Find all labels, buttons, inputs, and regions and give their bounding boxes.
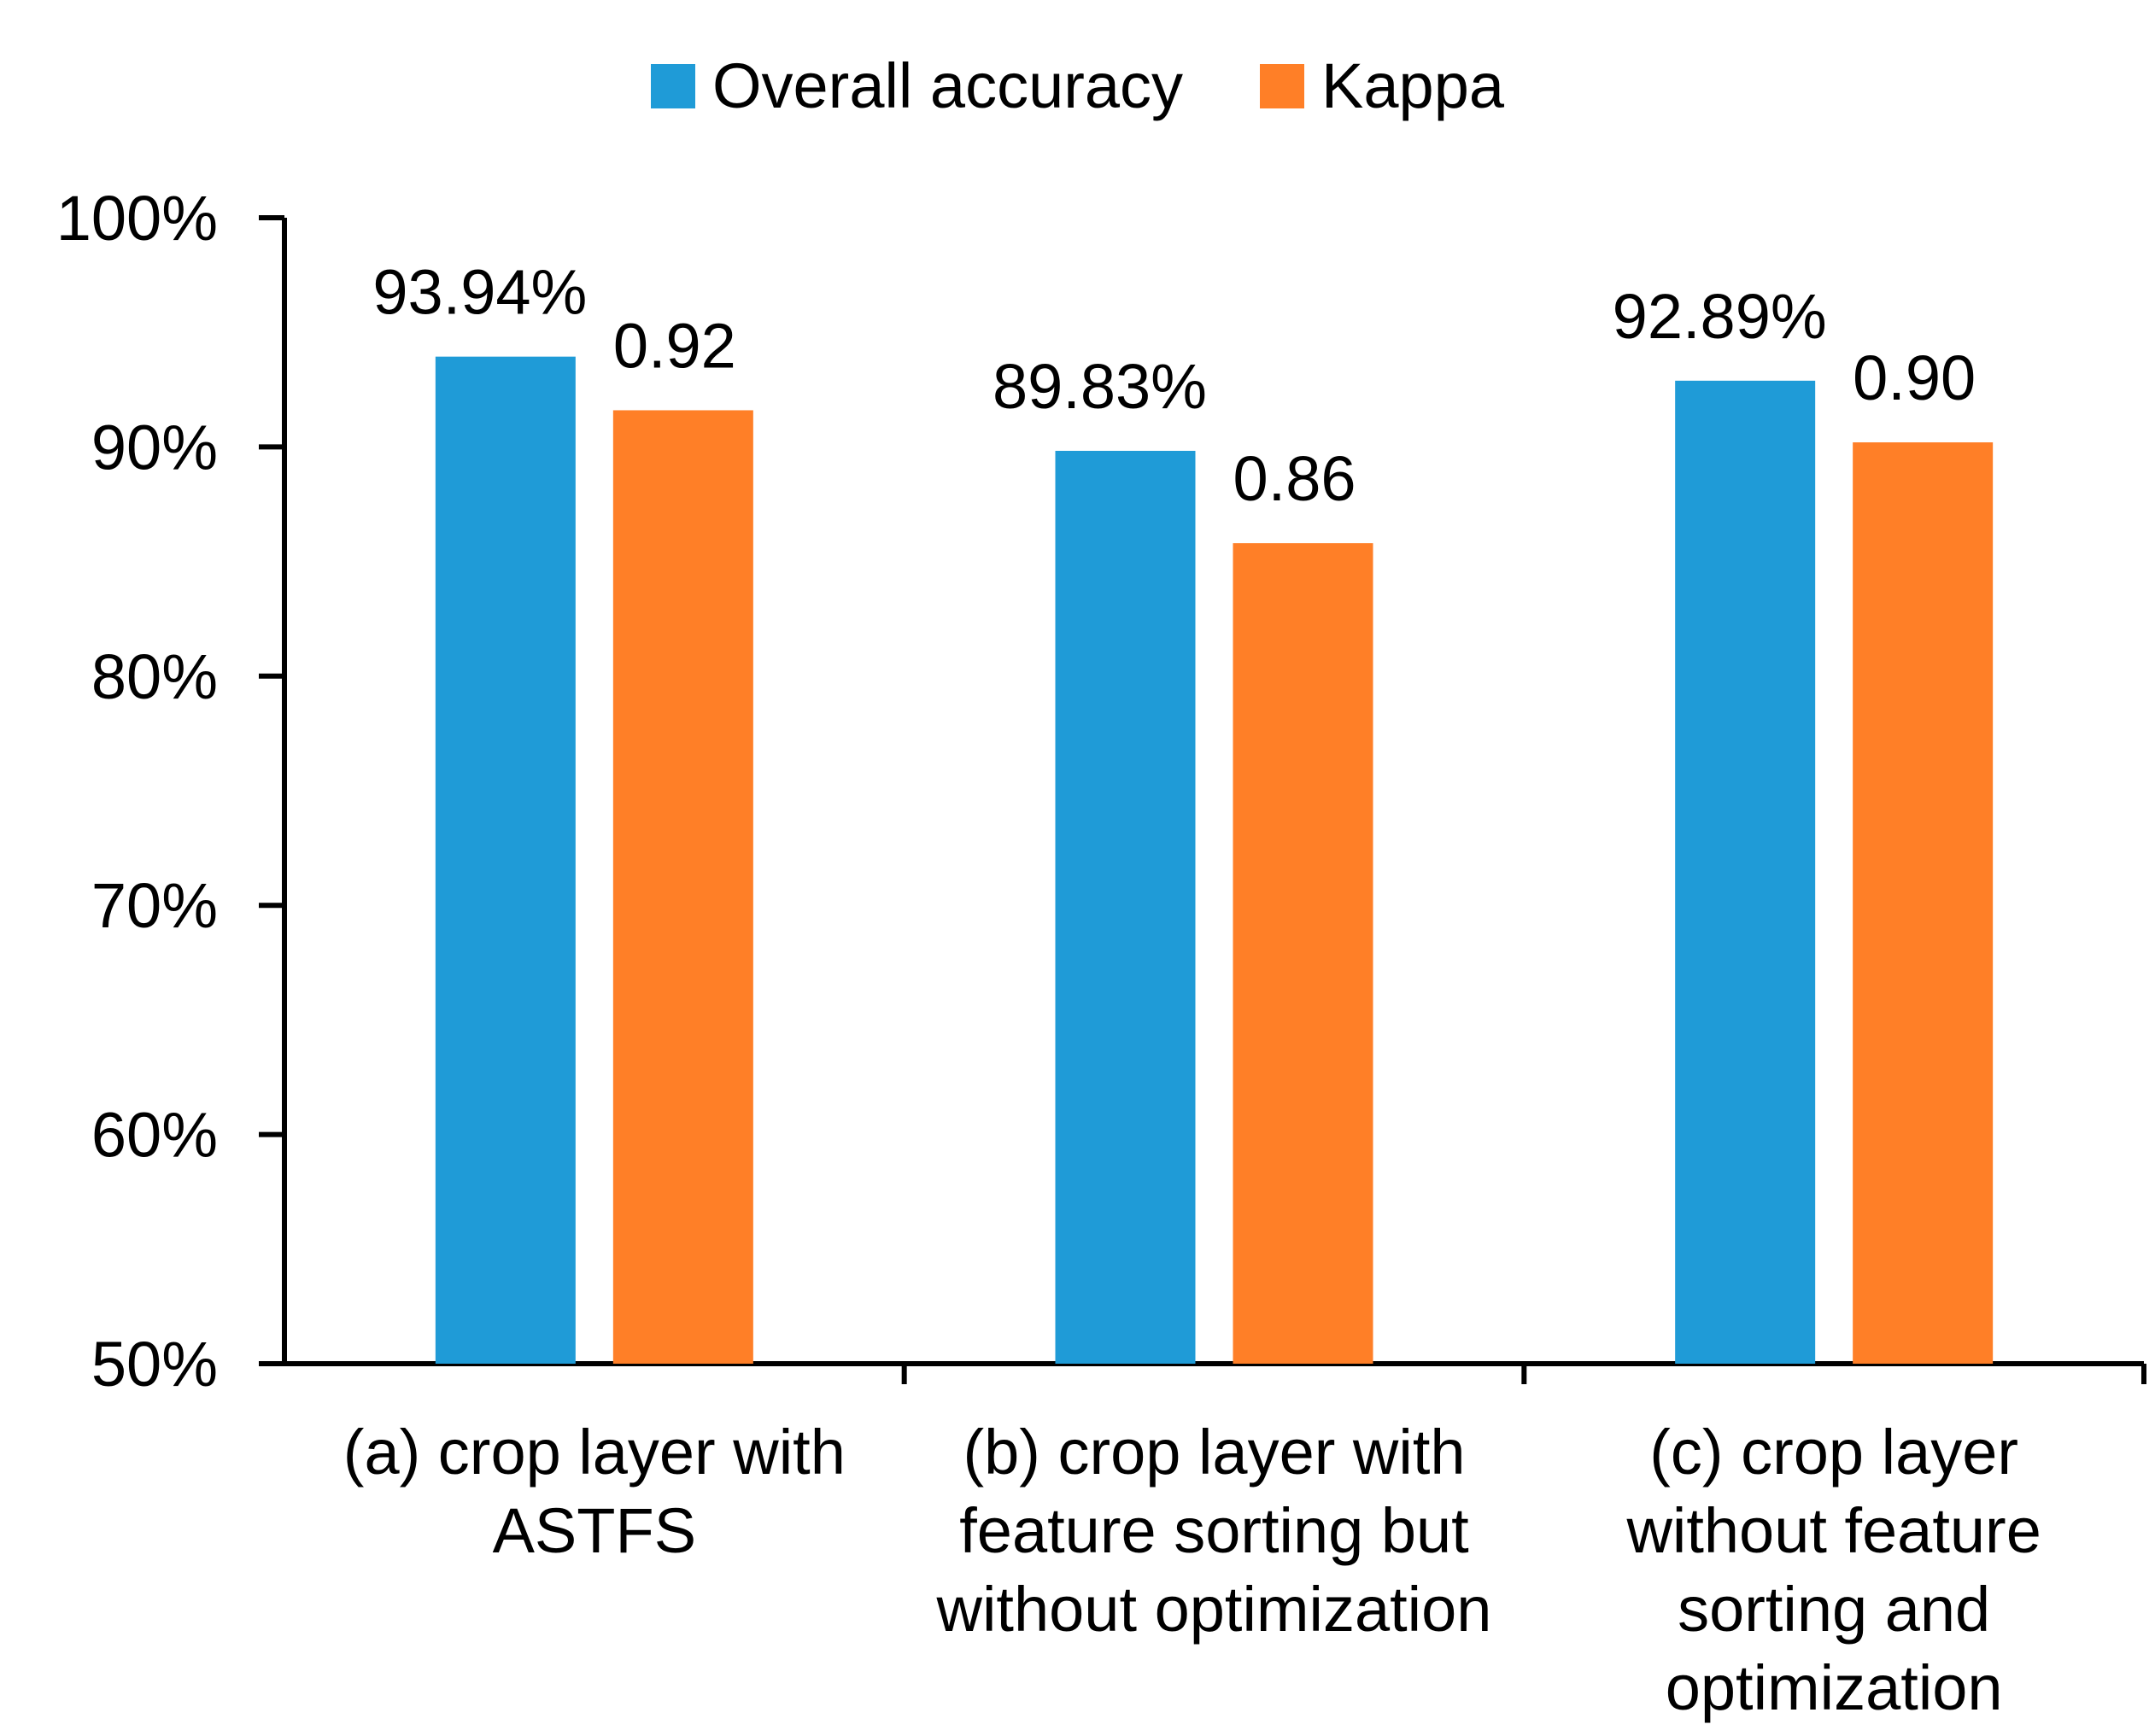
data-label-kappa-0: 0.92 [613, 310, 736, 381]
x-category-label-line: without optimization [936, 1574, 1492, 1645]
bar-kappa-0 [612, 410, 753, 1364]
y-tick-label: 90% [91, 412, 218, 482]
legend-label-kappa: Kappa [1321, 50, 1505, 121]
x-category-label-line: (c) crop layer [1649, 1417, 2019, 1488]
data-label-overall-accuracy-0: 93.94% [372, 257, 587, 328]
x-category-label-line: (a) crop layer with [343, 1417, 846, 1488]
data-label-kappa-1: 0.86 [1233, 443, 1356, 514]
legend-swatch-overall-accuracy [650, 63, 695, 108]
bar-kappa-1 [1233, 543, 1373, 1364]
x-category-label-line: without feature [1626, 1495, 2041, 1566]
y-tick-label: 80% [91, 641, 218, 712]
data-label-overall-accuracy-2: 92.89% [1613, 281, 1827, 352]
x-category-label: (a) crop layer with ASTFS [296, 1413, 893, 1570]
x-category-label: (c) crop layer without feature sorting and… [1535, 1413, 2133, 1727]
x-category-label-line: optimization [1665, 1652, 2003, 1723]
legend-item-overall-accuracy: Overall accuracy [650, 50, 1184, 122]
y-tick-label: 50% [91, 1329, 218, 1400]
x-category-label: (b) crop layer with feature sorting but wi… [916, 1413, 1514, 1649]
bar-overall-accuracy-0 [435, 356, 576, 1364]
bar-kappa-2 [1853, 442, 1994, 1364]
bar-overall-accuracy-1 [1055, 450, 1196, 1364]
x-category-label-line: feature sorting but [959, 1495, 1469, 1566]
y-tick-label: 60% [91, 1100, 218, 1171]
legend-swatch-kappa [1260, 63, 1305, 108]
bar-overall-accuracy-2 [1675, 380, 1816, 1364]
x-category-label-line: ASTFS [492, 1495, 697, 1566]
legend: Overall accuracy Kappa [0, 50, 2155, 122]
x-category-label-line: (b) crop layer with [963, 1417, 1466, 1488]
y-tick-label: 70% [91, 870, 218, 941]
x-category-label-line: sorting and [1678, 1574, 1991, 1645]
data-label-overall-accuracy-1: 89.83% [993, 351, 1207, 422]
legend-item-kappa: Kappa [1260, 50, 1504, 122]
data-label-kappa-2: 0.90 [1853, 342, 1976, 413]
y-tick-label: 100% [56, 183, 218, 254]
legend-label-overall-accuracy: Overall accuracy [712, 50, 1184, 121]
